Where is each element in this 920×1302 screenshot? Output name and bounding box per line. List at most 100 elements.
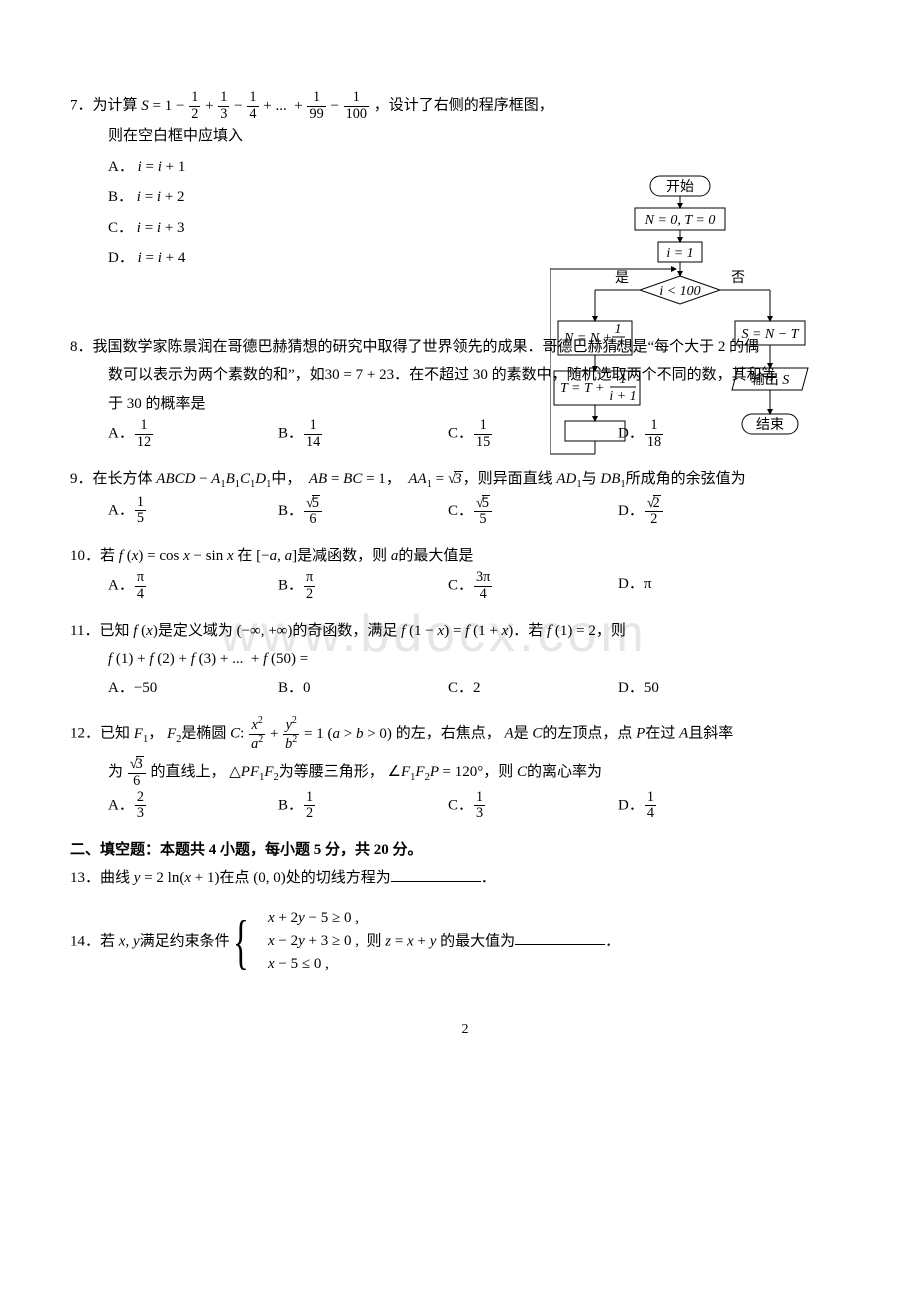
q12-options: A．23 B．12 C．13 D．14: [70, 790, 860, 822]
q7-C: i = i + 3: [137, 220, 185, 236]
q13-y: y = 2 ln(x + 1): [134, 870, 220, 886]
svg-text:输出 S: 输出 S: [751, 372, 790, 388]
q7-B-label: B．: [108, 189, 133, 205]
q11-A: −50: [134, 680, 157, 696]
q12-A-label: A．: [108, 797, 134, 813]
flowchart: 开始 N = 0, T = 0 i = 1 i < 100 是 否 N = N …: [550, 174, 820, 484]
q13-end: ．: [481, 870, 496, 886]
q14-t4: 的最大值为: [440, 933, 515, 949]
svg-text:i + 1: i + 1: [609, 389, 636, 404]
q8-l1b: 数可以表示为两个素数的和”，如: [108, 367, 325, 383]
q10-B-label: B．: [278, 578, 303, 594]
q11-dom: (−∞, +∞): [237, 623, 293, 639]
q11-A-label: A．: [108, 680, 134, 696]
q9-e2: AA1 = 3: [408, 471, 462, 487]
brace-icon: {: [233, 912, 249, 972]
q11-eq: f (1 − x) = f (1 + x): [401, 623, 513, 639]
q12-D-label: D．: [618, 797, 644, 813]
q7-C-label: C．: [108, 220, 133, 236]
svg-text:是: 是: [615, 271, 629, 286]
q11-f1: f (1) = 2: [547, 623, 596, 639]
q7-num: 7．: [70, 98, 93, 114]
q11-t1: 已知: [99, 623, 129, 639]
q11-t5: ，则: [596, 623, 626, 639]
q12-t11: 为等腰三角形，: [279, 764, 384, 780]
q9-t4: ，则异面直线: [463, 471, 553, 487]
q7-t3: 则在空白框中应填入: [70, 122, 860, 151]
q9-cube: ABCD − A1B1C1D1: [156, 471, 271, 487]
q14-t1: 若: [100, 933, 115, 949]
q14-t3: 则: [366, 933, 381, 949]
svg-text:1: 1: [620, 372, 627, 387]
question-10: 10．若 f (x) = cos x − sin x 在 [−a, a]是减函数…: [70, 542, 860, 603]
q12-t13: 的离心率为: [527, 764, 602, 780]
q7-D: i = i + 4: [138, 250, 186, 266]
q12-t10: 的直线上，: [150, 764, 225, 780]
q12-C: C: [230, 726, 240, 742]
q10-t1: 若: [100, 548, 115, 564]
svg-text:1: 1: [615, 322, 622, 337]
q12-B-label: B．: [278, 797, 303, 813]
q9-B-label: B．: [278, 503, 303, 519]
question-14: 14．若 x, y满足约束条件 { x + 2y − 5 ≥ 0 , x − 2…: [70, 907, 860, 977]
q14-num: 14．: [70, 933, 100, 949]
q12-num: 12．: [70, 726, 100, 742]
q9-t3: ，: [386, 471, 401, 487]
svg-text:开始: 开始: [666, 179, 694, 195]
q8-B-label: B．: [278, 426, 303, 442]
q12-t9: 为: [108, 764, 123, 780]
q9-A-label: A．: [108, 502, 134, 518]
q10-D-label: D．: [618, 576, 644, 592]
page-number: 2: [70, 1017, 860, 1044]
q8-num: 8．: [70, 339, 93, 355]
q14-blank: [515, 929, 605, 946]
q14-xy: x, y: [119, 933, 140, 949]
q12-t2: ，: [148, 726, 163, 742]
q13-pt: (0, 0): [253, 870, 286, 886]
q7-formula: S = 1 − 12 + 13 − 14 + ... + 199 − 1100: [141, 98, 374, 114]
question-13: 13．曲线 y = 2 ln(x + 1)在点 (0, 0)处的切线方程为．: [70, 864, 860, 893]
q7-A: i = i + 1: [138, 159, 186, 175]
q13-t2: 在点: [219, 870, 249, 886]
page-content: 开始 N = 0, T = 0 i = 1 i < 100 是 否 N = N …: [70, 90, 860, 1043]
q12-t12: ，则: [483, 764, 513, 780]
q12-F2: F2: [167, 726, 181, 742]
q11-t4: ．若: [513, 623, 543, 639]
q10-C-label: C．: [448, 578, 473, 594]
q14-t2: 满足约束条件: [140, 933, 230, 949]
q12-ang: ∠F1F2P = 120°: [388, 764, 484, 780]
q10-fx: f (x) = cos x − sin x: [119, 548, 238, 564]
q9-D-label: D．: [618, 503, 644, 519]
q8-A-label: A．: [108, 426, 134, 442]
svg-text:结束: 结束: [756, 417, 784, 433]
q14-cases: x + 2y − 5 ≥ 0 , x − 2y + 3 ≥ 0 , x − 5 …: [268, 907, 359, 977]
q12-F1: F1: [134, 726, 148, 742]
q11-t2: 是定义域为: [158, 623, 233, 639]
q9-options: A．15 B．56 C．55 D．22: [70, 495, 860, 528]
q9-t1: 在长方体: [93, 471, 153, 487]
svg-text:S = N − T: S = N − T: [741, 327, 799, 342]
q9-num: 9．: [70, 471, 93, 487]
q8-eq: 30 = 7 + 23: [325, 367, 394, 383]
q13-blank: [391, 866, 481, 883]
svg-text:否: 否: [731, 271, 745, 286]
q7-B: i = i + 2: [137, 189, 185, 205]
q7-D-label: D．: [108, 250, 134, 266]
q10-t3: 是减函数，则: [297, 548, 387, 564]
q11-C: 2: [473, 680, 481, 696]
q11-D: 50: [644, 680, 659, 696]
q11-fx: f (x): [133, 623, 158, 639]
q12-P: P: [636, 726, 645, 742]
q10-A-label: A．: [108, 578, 134, 594]
q7-t1: 为计算: [93, 98, 138, 114]
q7-t2: ，设计了右侧的程序框图，: [374, 98, 554, 114]
question-12: 12．已知 F1， F2是椭圆 C: x2a2 + y2b2 = 1 (a > …: [70, 716, 860, 822]
q8-C-label: C．: [448, 426, 473, 442]
q12-t6: 的左顶点，点: [542, 726, 632, 742]
q12-colon: :: [240, 726, 248, 742]
q12-slope: 36: [128, 756, 146, 789]
section-2-title: 二、填空题：本题共 4 小题，每小题 5 分，共 20 分。: [70, 836, 860, 865]
q12-t8: 且斜率: [688, 726, 733, 742]
q12-C2: C: [532, 726, 542, 742]
question-11: 11．已知 f (x)是定义域为 (−∞, +∞)的奇函数，满足 f (1 − …: [70, 617, 860, 703]
